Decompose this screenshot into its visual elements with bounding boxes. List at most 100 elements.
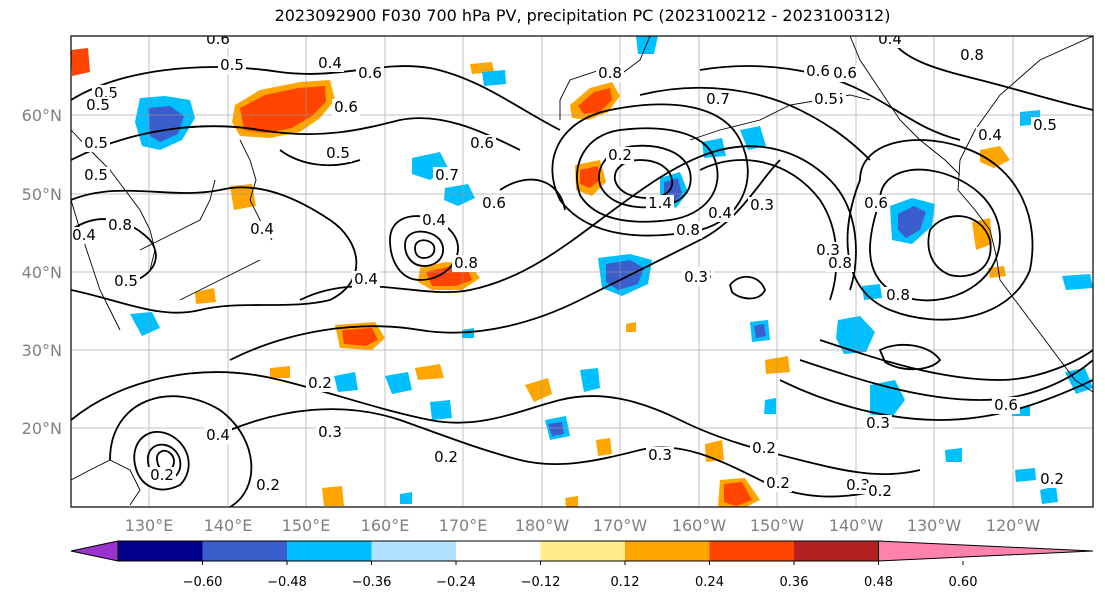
contour-label-bg — [804, 63, 832, 80]
contour-label-bg — [112, 273, 140, 290]
contour-label-bg — [106, 217, 134, 234]
lat-label: 50°N — [22, 185, 62, 204]
contour-label: 0.6 — [470, 134, 494, 152]
contour-label: 0.3 — [866, 414, 890, 432]
contour-label: 0.2 — [308, 374, 332, 392]
contour-label: 0.8 — [598, 64, 622, 82]
contour-label-bg — [884, 287, 912, 304]
contour-label: 0.6 — [833, 64, 857, 82]
contour-label-bg — [148, 467, 176, 484]
contour-label-bg — [306, 375, 334, 392]
contour-label-bg — [480, 195, 508, 212]
lon-label: 180°W — [515, 516, 570, 535]
contour-label-bg — [1031, 117, 1059, 134]
colorbar-extend-low — [70, 540, 119, 562]
contour-label: 0.3 — [846, 476, 870, 494]
contour-label-bg — [958, 47, 986, 64]
contour-label: 0.2 — [608, 146, 632, 164]
contour-label: 0.8 — [960, 46, 984, 64]
latitude-labels: 60°N 50°N 40°N 30°N 20°N — [22, 106, 62, 438]
contour-label-bg — [84, 97, 112, 114]
contour-label: 0.6 — [806, 62, 830, 80]
contour-label-bg — [976, 127, 1004, 144]
contour-label-bg — [706, 205, 734, 222]
contour-label: 0.7 — [435, 166, 459, 184]
map-title: 2023092900 F030 700 hPa PV, precipitatio… — [274, 6, 891, 25]
contour-label-bg — [748, 197, 776, 214]
colorbar-tick-label: −0.12 — [521, 575, 561, 590]
contour-label: 0.3 — [750, 196, 774, 214]
contour-label: 0.2 — [256, 476, 280, 494]
contour-label-bg — [831, 65, 859, 82]
lon-label: 140°E — [204, 516, 253, 535]
colorbar-extend-high — [878, 540, 1094, 562]
contour-label: 0.5 — [114, 272, 138, 290]
contour-label: 0.5 — [84, 166, 108, 184]
contour-label: 0.2 — [868, 482, 892, 500]
contour-label: 0.5 — [86, 96, 110, 114]
contour-label-bg — [352, 271, 380, 288]
contour-label-bg — [864, 415, 892, 432]
contour-label-bg — [204, 427, 232, 444]
contour-label-bg — [750, 440, 778, 457]
colorbar-tick-label: −0.36 — [352, 575, 392, 590]
contour-label-bg — [324, 145, 352, 162]
colorbar-frame — [117, 540, 879, 562]
contour-label: 0.5 — [220, 56, 244, 74]
contour-label: 0.2 — [1040, 470, 1064, 488]
lon-label: 130°E — [125, 516, 174, 535]
lon-label: 160°W — [672, 516, 727, 535]
contour-label-bg — [674, 222, 702, 239]
lon-label: 160°E — [361, 516, 410, 535]
colorbar-segment — [540, 541, 625, 561]
contour-label: 0.4 — [422, 211, 446, 229]
contour-label-bg — [218, 57, 246, 74]
contour-label-bg — [432, 449, 460, 466]
contour-label: 0.4 — [354, 270, 378, 288]
contour-label: 0.2 — [766, 474, 790, 492]
colorbar-segment — [794, 541, 879, 561]
contour-label-bg — [826, 255, 854, 272]
contour-label: 0.8 — [454, 254, 478, 272]
contour-label-bg — [814, 242, 842, 259]
colorbar-segment — [202, 541, 287, 561]
contour-label-bg — [71, 227, 98, 244]
contour-label-bg — [433, 167, 461, 184]
colorbar-segment — [625, 541, 710, 561]
contour-label: 0.2 — [752, 439, 776, 457]
contour-label: 0.2 — [150, 466, 174, 484]
contour-label-bg — [992, 397, 1020, 414]
pv-contours — [71, 36, 1093, 507]
colorbar-tick-label: 0.36 — [780, 575, 809, 590]
longitude-labels: 130°E 140°E 150°E 160°E 170°E 180°W 170°W 160°W… — [125, 516, 1041, 535]
lon-label: 170°E — [439, 516, 488, 535]
contour-label-bg — [248, 221, 276, 238]
contour-label-bg — [420, 212, 448, 229]
contour-label-bg — [682, 269, 710, 286]
colorbar-tick-label: 0.48 — [864, 575, 893, 590]
contour-label: 0.4 — [206, 426, 230, 444]
contour-label: 0.2 — [434, 448, 458, 466]
contour-label: 0.5 — [326, 144, 350, 162]
colorbar-segment — [287, 541, 372, 561]
contour-label-bg — [82, 135, 110, 152]
contour-label: 0.8 — [828, 254, 852, 272]
contour-label-bg — [876, 36, 904, 48]
lon-label: 150°W — [750, 516, 805, 535]
contour-label: 0.4 — [250, 220, 274, 238]
contour-label: 0.4 — [318, 54, 342, 72]
lat-label: 40°N — [22, 263, 62, 282]
contour-label: 0.6 — [482, 194, 506, 212]
contour-label-bg — [606, 147, 634, 164]
contour-label-bg — [646, 447, 674, 464]
contour-label-bg — [356, 65, 384, 82]
contour-label: 0.6 — [864, 194, 888, 212]
lat-label: 30°N — [22, 341, 62, 360]
contour-label: 0.8 — [676, 221, 700, 239]
contour-label: 0.8 — [886, 286, 910, 304]
lon-label: 130°W — [907, 516, 962, 535]
contour-label: 0.3 — [684, 268, 708, 286]
colorbar-tick-labels: −0.60 −0.48 −0.36 −0.24 −0.12 0.12 0.24 0.36 0.4… — [183, 561, 977, 590]
contour-labels: 0.60.50.50.40.60.60.50.70.50.60.40.80.60… — [71, 36, 1066, 500]
contour-label: 0.5 — [84, 134, 108, 152]
